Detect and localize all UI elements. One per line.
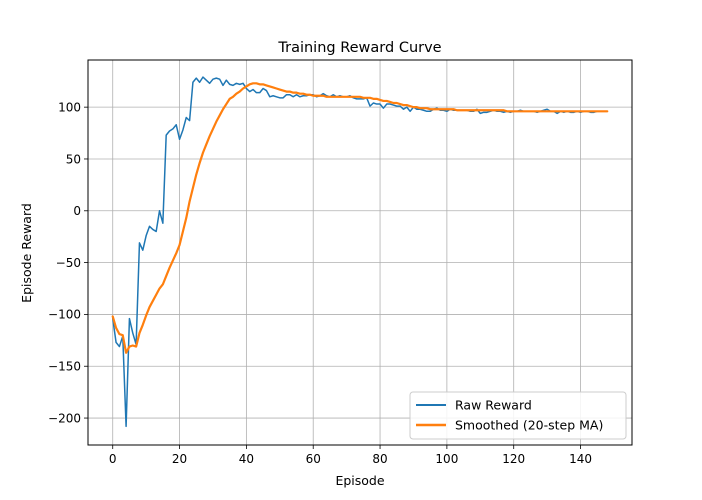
x-tick-label: 140 <box>569 452 592 466</box>
x-axis-label: Episode <box>335 473 384 488</box>
legend: Raw Reward Smoothed (20-step MA) <box>409 391 627 440</box>
y-tick-label: −200 <box>48 411 81 425</box>
y-axis-ticks: −200 −150 −100 −50 0 50 100 <box>48 100 88 425</box>
series-layer <box>111 76 609 428</box>
series-line-smoothed <box>111 82 609 354</box>
x-axis-ticks: 0 20 40 60 80 100 120 140 <box>109 445 592 466</box>
legend-label-smoothed: Smoothed (20-step MA) <box>455 418 603 433</box>
x-tick-label: 0 <box>109 452 117 466</box>
gridlines <box>88 60 632 445</box>
x-tick-label: 40 <box>239 452 254 466</box>
x-tick-label: 120 <box>502 452 525 466</box>
legend-box <box>409 391 627 440</box>
x-tick-label: 60 <box>306 452 321 466</box>
y-tick-label: −50 <box>56 256 81 270</box>
y-axis-label: Episode Reward <box>19 203 34 303</box>
y-tick-label: −100 <box>48 308 81 322</box>
x-tick-label: 100 <box>435 452 458 466</box>
y-tick-label: −150 <box>48 360 81 374</box>
plot-frame <box>87 59 633 446</box>
plot-area <box>88 60 632 445</box>
y-tick-label: 100 <box>58 100 81 114</box>
chart-title: Training Reward Curve <box>277 40 441 56</box>
y-tick-label: 50 <box>66 152 81 166</box>
y-tick-label: 0 <box>73 204 81 218</box>
legend-label-raw-reward: Raw Reward <box>455 398 532 413</box>
x-tick-label: 80 <box>372 452 387 466</box>
x-tick-label: 20 <box>172 452 187 466</box>
